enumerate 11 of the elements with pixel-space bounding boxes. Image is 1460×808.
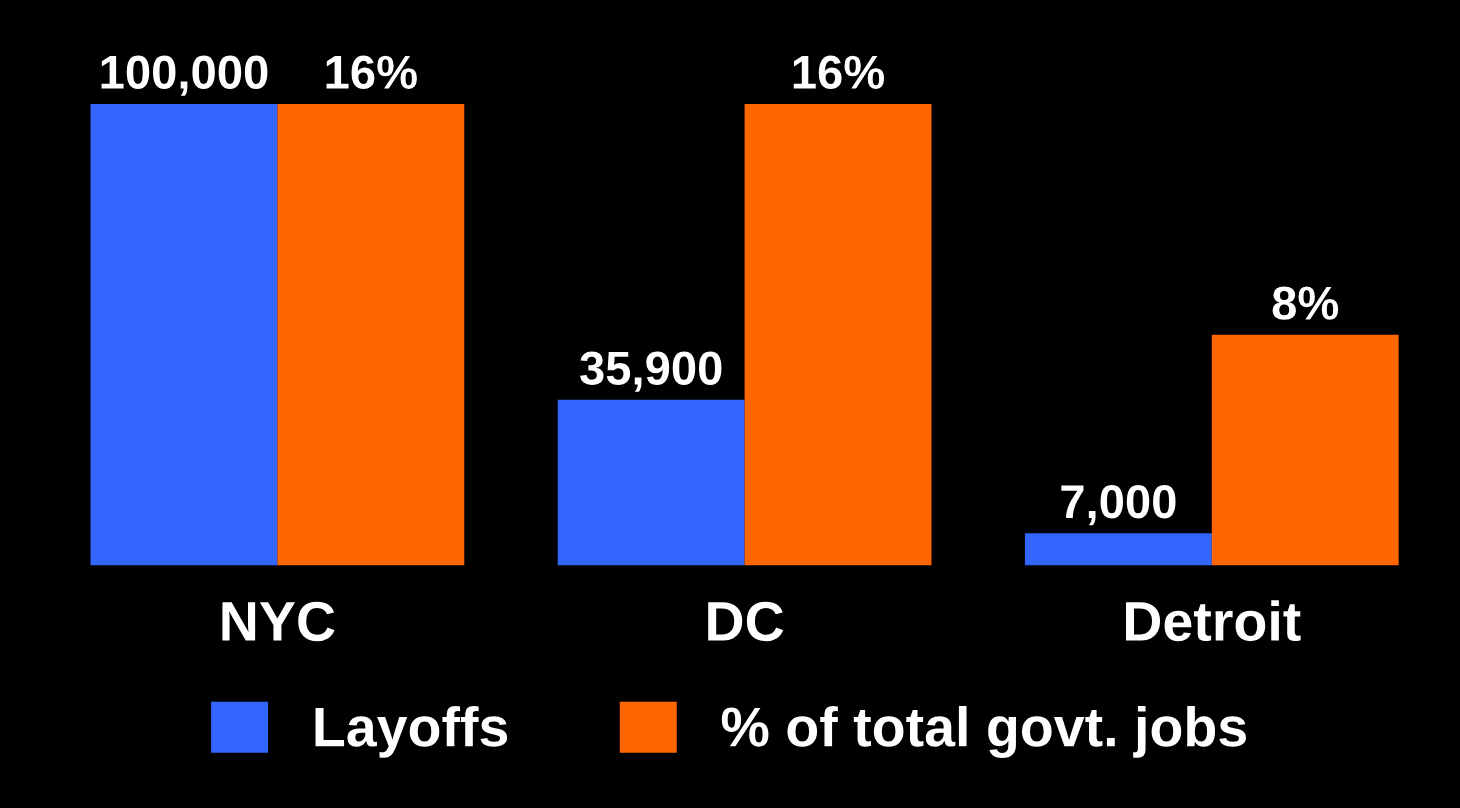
legend-label: Layoffs <box>315 705 508 758</box>
x-tick-label: Detroit <box>1126 600 1301 642</box>
data-label: 16% <box>793 55 885 89</box>
x-tick-label: NYC <box>222 601 335 642</box>
data-label: 100,000 <box>101 55 268 96</box>
x-tick-label: DC <box>708 601 784 642</box>
data-label: 8% <box>1272 286 1339 320</box>
data-label: 16% <box>326 55 417 89</box>
legend-label: % of total govt. jobs <box>721 705 1246 758</box>
data-label: 35,900 <box>580 351 722 392</box>
data-label: 7,000 <box>1061 484 1176 526</box>
